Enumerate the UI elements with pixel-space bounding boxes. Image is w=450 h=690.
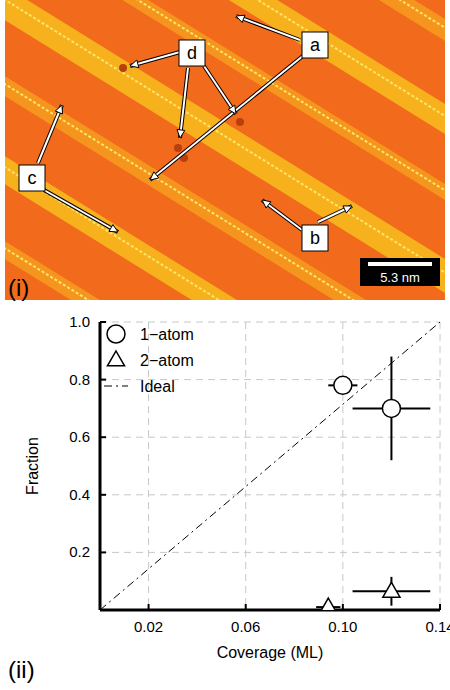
arrow [130,52,180,68]
arrow-outline [38,105,62,163]
arrow-outline [236,16,300,40]
arrow-head [236,15,245,22]
arrow-head [55,105,62,114]
y-tick-label: 0.4 [69,486,90,503]
grid-line [100,322,440,323]
legend-label: 1−atom [140,326,194,343]
arrow-head [343,206,352,213]
y-tick-label: 0.2 [69,543,90,560]
legend-swatch [107,351,124,366]
legend-label: Ideal [140,378,175,395]
legend-swatch [107,325,125,343]
image-label: a [310,35,321,55]
x-tick-label: 0.06 [231,618,260,635]
arrow [204,66,236,114]
arrow-outline [180,68,188,138]
legend-label: 2−atom [140,352,194,369]
arrow-line [44,190,118,232]
data-point [334,376,352,394]
plot-data [100,322,440,610]
data-point [383,582,400,597]
ideal-line [100,322,440,610]
y-axis-title: Fraction [24,437,41,495]
arrow [318,206,352,222]
y-axis [99,322,102,610]
image-label: b [310,228,320,248]
step-band [5,0,445,299]
defect [174,144,182,152]
scale-bar-box [360,258,440,286]
data-point [382,399,400,417]
grid-line [440,322,441,610]
step-band [5,70,445,300]
image-label: d [187,43,197,63]
arrow-head [109,225,118,232]
x-tick-label: 0.10 [328,618,357,635]
arrow-head [177,130,185,138]
scale-bar [368,262,432,266]
arrow [236,15,300,40]
x-axis [100,609,440,612]
x-tick-label: 0.02 [134,618,163,635]
grid-line [342,322,343,610]
arrow-line [38,105,62,163]
grid-line [100,437,440,438]
arrow [177,68,188,138]
image-label: c [28,168,37,188]
legend-swatch [104,386,128,387]
arrow-line [236,16,300,40]
step-band [5,235,445,300]
label-box [302,225,328,251]
grid-line [245,322,246,610]
step-edge [5,161,445,300]
arrow-head [228,105,236,114]
y-tick-label: 0.6 [69,428,90,445]
x-axis-title: Coverage (ML) [217,644,324,661]
label-box [179,40,205,66]
arrow-line [204,66,236,114]
data-point [320,598,337,610]
arrow-outline [204,66,236,114]
arrow-line [150,55,304,180]
defect [236,118,244,126]
y-tick-label: 0.8 [69,371,90,388]
y-tick-label: 1.0 [69,313,90,330]
arrow [262,200,302,230]
step-edge [5,78,445,300]
arrow-outline [44,190,118,232]
label-box [19,165,45,191]
scale-bar-label: 5.3 nm [380,270,420,285]
stm-image [5,0,445,300]
arrow-line [262,200,302,230]
arrow-head [130,60,139,68]
arrow [150,55,304,180]
panel-label: (i) [8,274,29,301]
grid-line [100,494,440,495]
x-tick-label: 0.14 [425,618,450,635]
arrow-head [262,200,271,208]
arrow [44,190,118,232]
step-edge [5,0,445,279]
arrow-outline [150,55,304,180]
arrow-head [150,172,159,180]
defect [119,64,127,72]
step-edge [5,242,445,300]
grid-line [100,552,440,553]
arrow-outline [318,206,352,222]
panel-label: (ii) [8,656,35,683]
label-box [302,32,328,58]
arrow-outline [262,200,302,230]
arrow-line [318,206,352,222]
arrow [38,105,63,163]
arrow-line [180,68,188,138]
step-band [5,150,445,300]
